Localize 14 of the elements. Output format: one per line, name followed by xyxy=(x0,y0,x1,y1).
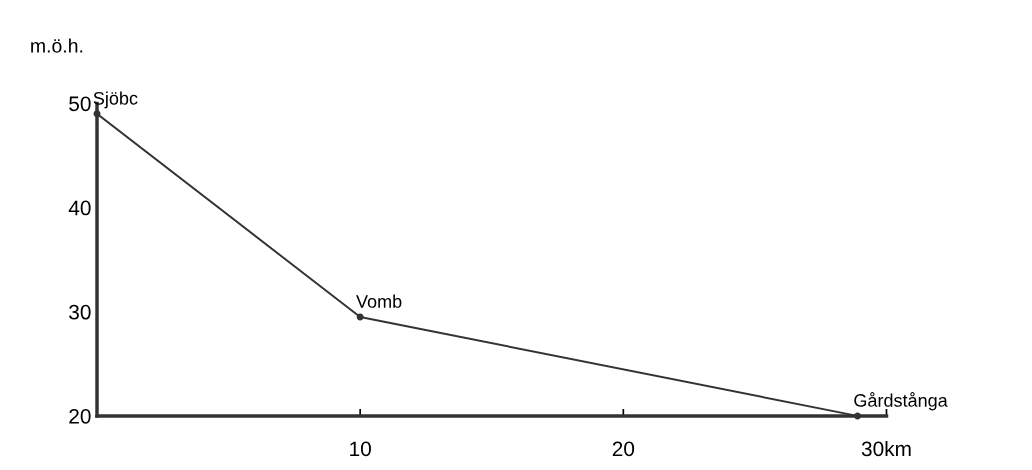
point xyxy=(854,412,862,420)
annotation: Sjöbc xyxy=(93,91,138,109)
y-tick-label: 40 xyxy=(68,200,91,216)
annotation: Gårdstånga xyxy=(854,392,948,411)
x-tick-label: 20 xyxy=(612,441,635,457)
y-tick-label: 50 xyxy=(69,96,91,112)
y-axis-title: m.ö.h. xyxy=(31,38,83,53)
x-tick-label: 10 xyxy=(350,441,371,457)
y-tick-label: 30 xyxy=(69,304,91,320)
point xyxy=(356,313,364,321)
x-tick-label: 30km xyxy=(861,440,911,457)
point xyxy=(93,110,101,118)
y-tick-label: 20 xyxy=(69,408,91,424)
annotation: Vomb xyxy=(356,294,402,308)
